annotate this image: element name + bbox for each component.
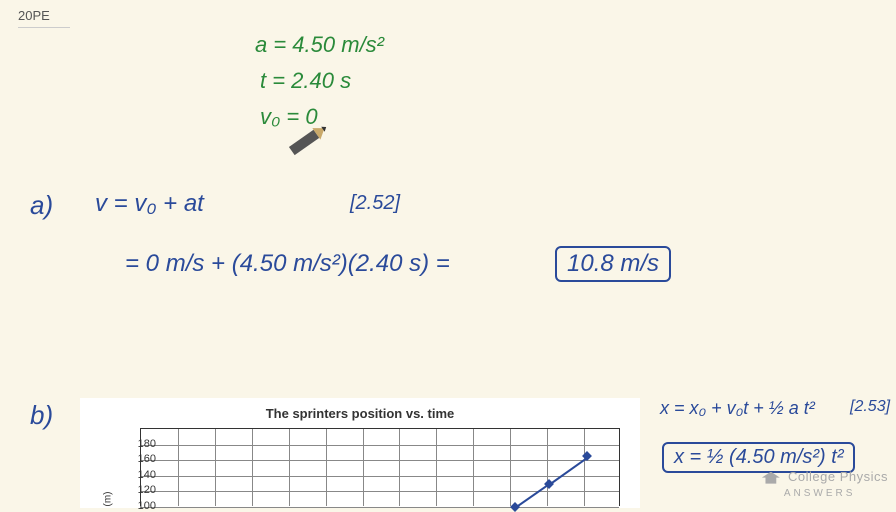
- chart-gridline-v: [178, 429, 179, 506]
- chart-data-line: [515, 484, 550, 509]
- part-a-label: a): [30, 190, 53, 221]
- given-acceleration: a = 4.50 m/s²: [255, 32, 384, 58]
- part-b-equation-ref: [2.53]: [850, 398, 890, 416]
- chart-gridline-v: [584, 429, 585, 506]
- part-a-equation: v = v₀ + at: [95, 190, 204, 218]
- part-b-equation: x = x₀ + v₀t + ½ a t²: [660, 398, 815, 419]
- chart-gridline-v: [547, 429, 548, 506]
- chart-plot-area: [140, 428, 620, 506]
- chart-ytick-label: 100: [138, 500, 156, 512]
- chart-gridline-v: [326, 429, 327, 506]
- chart-gridline-v: [436, 429, 437, 506]
- chart-ytick-label: 140: [138, 469, 156, 481]
- chart-gridline-h: [141, 507, 619, 508]
- part-a-answer-box: 10.8 m/s: [555, 246, 671, 282]
- problem-number-label: 20PE: [18, 8, 70, 28]
- chart-gridline-v: [510, 429, 511, 506]
- part-b-label: b): [30, 400, 53, 431]
- watermark-line1: College Physics: [788, 469, 888, 484]
- position-vs-time-chart: The sprinters position vs. time (m) 1001…: [80, 398, 640, 508]
- chart-ytick-label: 180: [138, 438, 156, 450]
- chart-ytick-label: 160: [138, 453, 156, 465]
- watermark: College Physics ANSWERS: [762, 469, 888, 499]
- given-initial-velocity: v₀ = 0: [260, 104, 318, 130]
- chart-y-axis-label: (m): [103, 492, 114, 507]
- chart-gridline-v: [473, 429, 474, 506]
- chart-gridline-v: [252, 429, 253, 506]
- part-a-calculation: = 0 m/s + (4.50 m/s²)(2.40 s) =: [125, 250, 450, 278]
- given-time: t = 2.40 s: [260, 68, 351, 94]
- part-a-equation-ref: [2.52]: [350, 192, 400, 215]
- watermark-line2: ANSWERS: [762, 488, 856, 499]
- chart-gridline-v: [399, 429, 400, 506]
- chart-gridline-v: [215, 429, 216, 506]
- chart-gridline-v: [363, 429, 364, 506]
- chart-gridline-v: [289, 429, 290, 506]
- chart-ytick-label: 120: [138, 484, 156, 496]
- graduation-cap-icon: [762, 472, 780, 484]
- chart-title: The sprinters position vs. time: [80, 398, 640, 421]
